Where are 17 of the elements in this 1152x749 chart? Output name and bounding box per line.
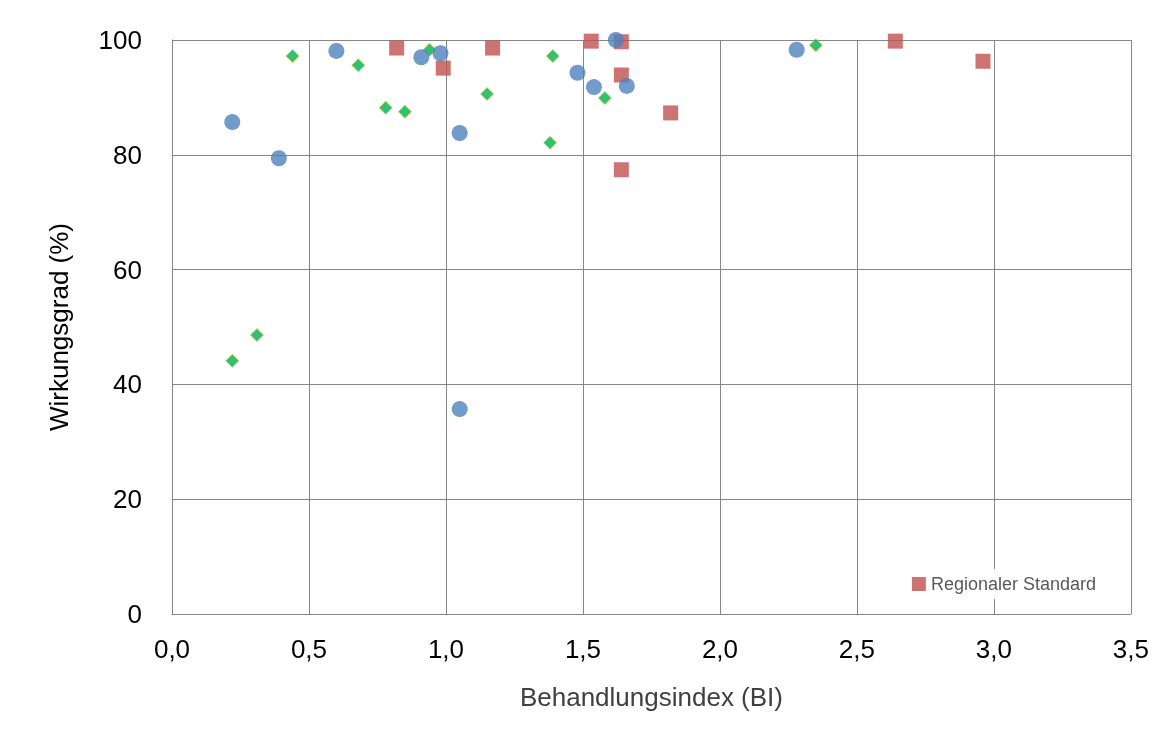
x-tick-label: 1,0 bbox=[427, 634, 465, 664]
y-tick-label: 20 bbox=[113, 484, 142, 515]
y-tick-label: 40 bbox=[113, 369, 142, 400]
y-axis-title: Wirkungsgrad (%) bbox=[44, 222, 74, 432]
x-axis-title: Behandlungsindex (BI) bbox=[519, 682, 783, 712]
y-tick-label: 60 bbox=[113, 254, 142, 285]
y-tick-label: 80 bbox=[113, 139, 142, 170]
x-tick-label: 0,0 bbox=[153, 634, 191, 664]
x-tick-label: 2,5 bbox=[838, 634, 876, 664]
x-tick-label: 2,0 bbox=[701, 634, 739, 664]
x-tick-label: 3,5 bbox=[1112, 634, 1150, 664]
y-tick-label: 0 bbox=[127, 599, 142, 629]
y-tick-label: 100 bbox=[98, 25, 142, 55]
x-tick-label: 1,5 bbox=[564, 634, 602, 664]
x-tick-label: 3,0 bbox=[975, 634, 1013, 664]
x-tick-label: 0,5 bbox=[290, 634, 328, 664]
legend-label: Regionaler Standard bbox=[930, 574, 1097, 594]
